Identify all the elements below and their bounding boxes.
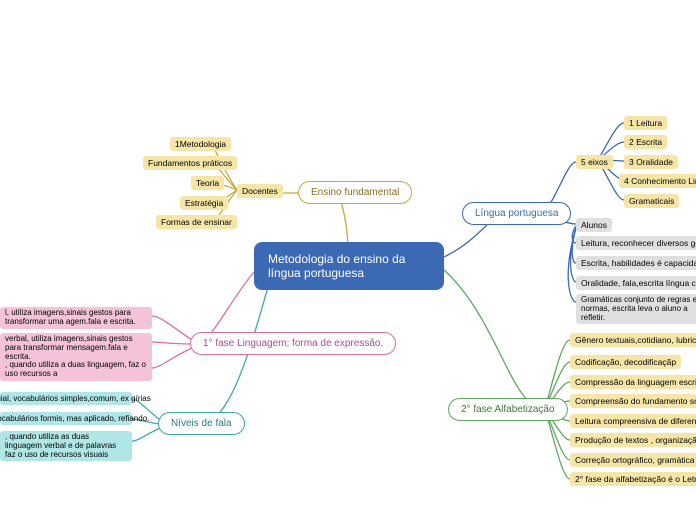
alunos-item-0: Leitura, reconhecer diversos gêneros tex… [576, 236, 696, 250]
ensino-item-0: 1Metodologia [170, 137, 231, 151]
branch-alfabetizacao-label: 2° fase Alfabetização [461, 404, 555, 415]
eixos-item-4: Gramaticais [624, 194, 679, 208]
alfa-item-1: Codificação, decodificaçãp [570, 355, 681, 369]
ensino-item-4: Formas de ensinar [156, 215, 237, 229]
docentes-label: Docentes [242, 186, 278, 196]
eixos-item-2: 3 Oralidade [624, 155, 678, 169]
branch-ensino-label: Ensino fundamental [311, 187, 399, 198]
niv-item-1: lta vocabulários formis, mas aplicado, r… [0, 412, 132, 425]
ensino-item-2: Teoria [191, 176, 224, 190]
branch-lingua-label: Língua portuguesa [475, 208, 558, 219]
ensino-item-1: Fundamentos práticos [143, 156, 237, 170]
node-alunos[interactable]: Alunos [576, 218, 612, 232]
eixos-item-0: 1 Leitura [624, 116, 667, 130]
branch-niveis-label: Níveis de fala [171, 418, 232, 429]
alunos-item-2: Oralidade, fala,escrita língua coloquial [576, 276, 696, 290]
ling-item-2: , quando utiliza a duas linguagem, faz o… [0, 359, 152, 381]
branch-lingua[interactable]: Língua portuguesa [462, 202, 571, 225]
alfa-item-0: Gênero textuais,cotidiano, lubricidade [570, 333, 696, 347]
alfa-item-4: Leitura compreensiva de diferentes texto… [570, 414, 696, 428]
center-node[interactable]: Metodologia do ensino da língua portugue… [254, 242, 444, 290]
eixos-item-1: 2 Escrita [624, 135, 667, 149]
alfa-item-5: Produção de textos , organização da escr… [570, 433, 696, 447]
alunos-item-1: Escrita, habilidades é capacidade de ent… [576, 256, 696, 270]
branch-linguagem-label: 1° fase Linguagem; forma de expressão. [203, 338, 383, 349]
ensino-item-3: Estratégia [180, 196, 228, 210]
branch-alfabetizacao[interactable]: 2° fase Alfabetização [448, 398, 568, 421]
branch-linguagem[interactable]: 1° fase Linguagem; forma de expressão. [190, 332, 396, 355]
alfa-item-7: 2° fase da alfabetização é o Letramento [570, 472, 696, 486]
alfa-item-3: Compreensão do fundamento social escrita [570, 394, 696, 408]
eixos-item-3: 4 Conhecimento Linguís [619, 174, 696, 188]
alfa-item-2: Compressão da linguagem escrita e oralid… [570, 375, 696, 389]
branch-ensino[interactable]: Ensino fundamental [298, 181, 412, 204]
ling-item-0: l, utiliza imagens,sinais gestos para tr… [0, 307, 152, 329]
node-docentes[interactable]: Docentes [237, 184, 283, 198]
branch-niveis[interactable]: Níveis de fala [158, 412, 245, 435]
node-eixos[interactable]: 5 eixos [576, 155, 613, 169]
niv-item-0: oloquial, vocabulários simples,comum, ex… [0, 392, 132, 405]
alfa-item-6: Correção ortográfico, gramática normativ… [570, 453, 696, 467]
niv-item-2: , quando utiliza as duas linguagem verba… [0, 431, 132, 461]
center-label: Metodologia do ensino da língua portugue… [268, 252, 430, 280]
alunos-item-3: Gramáticas conjunto de regras e normas, … [576, 294, 696, 324]
